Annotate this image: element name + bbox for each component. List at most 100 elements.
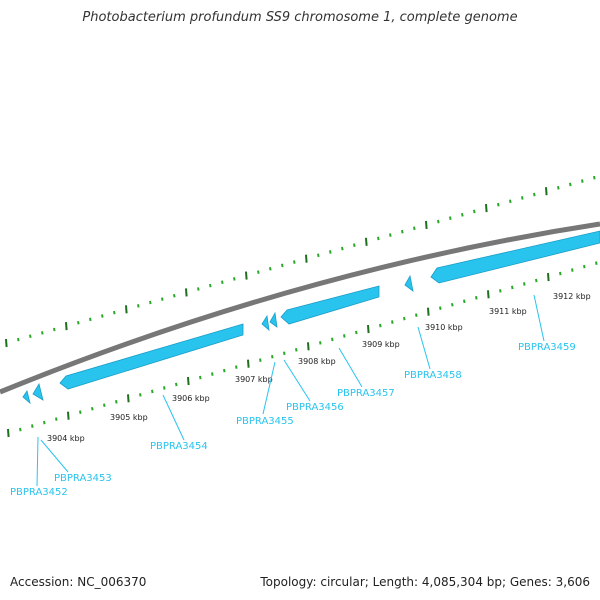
- outer-tick-minor: [53, 327, 56, 332]
- inner-tick-minor: [571, 268, 574, 272]
- kbp-label: 3909 kbp: [362, 340, 400, 349]
- outer-tick-major: [5, 338, 8, 348]
- outer-tick-major: [125, 305, 128, 314]
- outer-tick-major: [305, 254, 308, 263]
- leader-line-PBPRA3452: [36, 436, 39, 487]
- inner-tick-minor: [103, 403, 106, 408]
- gene-arrow-PBPRA3453[interactable]: [32, 382, 44, 401]
- inner-tick-minor: [595, 261, 598, 265]
- inner-tick-minor: [259, 358, 262, 362]
- outer-tick-minor: [569, 182, 572, 187]
- inner-tick-major: [547, 272, 550, 282]
- leader-line-PBPRA3457: [338, 347, 363, 388]
- outer-tick-minor: [257, 270, 260, 274]
- gene-arrow-PBPRA3457[interactable]: [280, 285, 380, 325]
- kbp-scale-labels: 3904 kbp 3905 kbp 3906 kbp 3907 kbp 3908 kbp…: [47, 292, 591, 443]
- inner-tick-major: [127, 394, 130, 403]
- gene-label-PBPRA3455[interactable]: PBPRA3455: [236, 416, 294, 427]
- outer-tick-major: [245, 271, 248, 280]
- outer-tick-minor: [461, 213, 464, 217]
- inner-tick-minor: [355, 330, 358, 335]
- gene-labels: PBPRA3452 PBPRA3453 PBPRA3454 PBPRA3455 PBPR…: [10, 294, 576, 498]
- gene-arrow-PBPRA3456[interactable]: [269, 311, 278, 328]
- outer-tick-minor: [437, 219, 440, 224]
- inner-tick-minor: [235, 365, 238, 369]
- outer-tick-major: [365, 237, 368, 246]
- outer-tick-minor: [353, 243, 356, 247]
- inner-tick-minor: [139, 393, 142, 397]
- outer-tick-minor: [293, 260, 296, 264]
- gene-arrow-PBPRA3452[interactable]: [22, 390, 31, 405]
- kbp-label: 3908 kbp: [298, 357, 336, 366]
- outer-tick-minor: [413, 226, 416, 231]
- inner-tick-minor: [331, 337, 334, 342]
- inner-tick-minor: [175, 382, 178, 387]
- inner-tick-major: [67, 411, 70, 420]
- outer-tick-major: [185, 288, 188, 297]
- gene-arrow-PBPRA3458[interactable]: [404, 274, 414, 292]
- gene-label-PBPRA3459[interactable]: PBPRA3459: [518, 342, 576, 353]
- outer-tick-minor: [557, 186, 560, 190]
- inner-tick-major: [7, 428, 10, 438]
- outer-tick-minor: [41, 331, 44, 335]
- inner-tick-minor: [55, 417, 58, 421]
- outer-tick-major: [545, 187, 548, 196]
- gene-label-PBPRA3458[interactable]: PBPRA3458: [404, 370, 462, 381]
- gene-arrow-PBPRA3455[interactable]: [261, 314, 270, 331]
- outer-tick-minor: [173, 293, 176, 298]
- outer-tick-minor: [137, 304, 140, 308]
- outer-tick-minor: [281, 263, 284, 268]
- inner-tick-minor: [319, 341, 322, 345]
- inner-tick-minor: [151, 389, 154, 394]
- genome-title: Photobacterium profundum SS9 chromosome …: [82, 10, 518, 25]
- inner-tick-minor: [19, 427, 22, 432]
- outer-tick-minor: [29, 334, 32, 339]
- inner-tick-minor: [475, 296, 478, 300]
- inner-tick-ring: [7, 261, 598, 438]
- outer-tick-minor: [89, 317, 92, 322]
- gene-arrow-PBPRA3454[interactable]: [59, 323, 244, 390]
- outer-tick-major: [425, 220, 428, 229]
- gene-label-PBPRA3456[interactable]: PBPRA3456: [286, 402, 344, 413]
- gene-label-PBPRA3457[interactable]: PBPRA3457: [337, 388, 395, 399]
- gene-label-PBPRA3452[interactable]: PBPRA3452: [10, 487, 68, 498]
- inner-tick-minor: [283, 351, 286, 356]
- outer-tick-major: [65, 322, 68, 331]
- inner-tick-major: [187, 376, 190, 386]
- gene-arrow-PBPRA3459[interactable]: [430, 230, 600, 284]
- inner-tick-major: [487, 290, 490, 299]
- outer-tick-minor: [509, 199, 512, 204]
- outer-tick-minor: [149, 300, 152, 305]
- outer-tick-minor: [77, 320, 80, 325]
- outer-tick-minor: [113, 310, 116, 315]
- inner-tick-minor: [391, 320, 394, 324]
- inner-tick-minor: [523, 282, 526, 286]
- gene-label-PBPRA3454[interactable]: PBPRA3454: [150, 441, 208, 452]
- outer-tick-minor: [473, 209, 476, 214]
- inner-tick-minor: [79, 410, 82, 414]
- kbp-label: 3907 kbp: [235, 375, 273, 384]
- inner-tick-minor: [163, 386, 166, 390]
- gene-label-PBPRA3453[interactable]: PBPRA3453: [54, 473, 112, 484]
- outer-tick-minor: [593, 175, 596, 180]
- accession-text: Accession: NC_006370: [10, 575, 147, 589]
- inner-tick-minor: [223, 368, 226, 373]
- outer-tick-minor: [101, 314, 104, 318]
- outer-tick-minor: [221, 280, 224, 285]
- gene-features: [22, 230, 600, 405]
- outer-tick-minor: [317, 253, 320, 258]
- inner-tick-minor: [463, 299, 466, 304]
- inner-tick-minor: [415, 313, 418, 317]
- inner-tick-major: [367, 324, 370, 334]
- leader-line-PBPRA3458: [417, 326, 431, 370]
- inner-tick-minor: [403, 316, 406, 321]
- leader-line-PBPRA3459: [533, 294, 545, 342]
- inner-tick-minor: [511, 285, 514, 290]
- inner-tick-minor: [559, 271, 562, 276]
- outer-tick-minor: [521, 196, 524, 200]
- inner-tick-major: [427, 307, 430, 316]
- inner-tick-major: [247, 359, 250, 368]
- outer-tick-minor: [497, 202, 500, 207]
- leader-line-PBPRA3454: [162, 394, 185, 441]
- inner-tick-minor: [535, 278, 538, 283]
